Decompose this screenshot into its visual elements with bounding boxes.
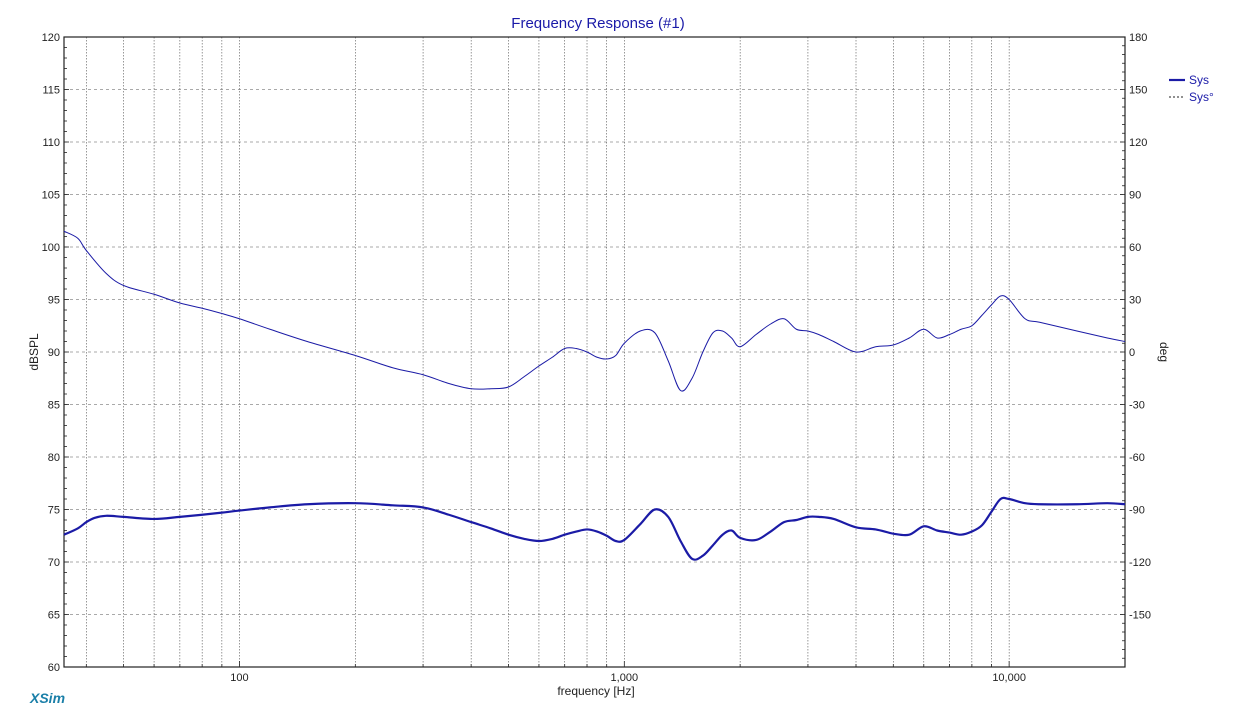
legend-label: Sys° bbox=[1189, 90, 1214, 104]
y2-tick-label: 60 bbox=[1129, 242, 1141, 254]
grid-layer bbox=[64, 37, 1125, 667]
legend: Sys Sys° bbox=[1169, 73, 1214, 104]
y-tick-label: 60 bbox=[48, 662, 60, 674]
y2-tick-label: -150 bbox=[1129, 610, 1151, 622]
y-tick-label: 90 bbox=[48, 347, 60, 359]
chart-title: Frequency Response (#1) bbox=[511, 15, 684, 32]
y-tick-label: 115 bbox=[42, 85, 60, 97]
brand-logo: XSim bbox=[29, 690, 65, 706]
y2-tick-label: 0 bbox=[1129, 347, 1135, 359]
y2-tick-label: 180 bbox=[1129, 32, 1147, 44]
y-tick-label: 70 bbox=[48, 557, 60, 569]
y2-tick-label: 30 bbox=[1129, 295, 1141, 307]
y2-tick-label: 150 bbox=[1129, 85, 1147, 97]
sys-phase-line bbox=[63, 230, 1126, 392]
y-tick-label: 120 bbox=[42, 32, 60, 44]
y-tick-label: 85 bbox=[48, 400, 60, 412]
y-tick-label: 105 bbox=[42, 190, 60, 202]
sys-spl-line bbox=[63, 496, 1126, 561]
y2-tick-label: -90 bbox=[1129, 505, 1145, 517]
y2-tick-label: -120 bbox=[1129, 557, 1151, 569]
y-tick-label: 65 bbox=[48, 610, 60, 622]
x-tick-label: 10,000 bbox=[992, 672, 1026, 684]
x-axis-title: frequency [Hz] bbox=[557, 684, 634, 698]
y-tick-label: 100 bbox=[42, 242, 60, 254]
x-tick-label: 1,000 bbox=[611, 672, 639, 684]
y2-tick-label: 90 bbox=[1129, 190, 1141, 202]
y-tick-label: 80 bbox=[48, 452, 60, 464]
y-tick-label: 110 bbox=[42, 137, 60, 149]
ticks-layer: 120 115 110 105 100 95 90 85 80 75 70 65 60 180 150 120… bbox=[42, 32, 1151, 684]
x-tick-label: 100 bbox=[230, 672, 248, 684]
y2-tick-label: -60 bbox=[1129, 452, 1145, 464]
y-tick-label: 95 bbox=[48, 295, 60, 307]
series-layer bbox=[63, 230, 1126, 561]
y2-tick-label: -30 bbox=[1129, 400, 1145, 412]
legend-label: Sys bbox=[1189, 73, 1209, 87]
y-tick-label: 75 bbox=[48, 505, 60, 517]
y2-tick-label: 120 bbox=[1129, 137, 1147, 149]
y-axis-title: dBSPL bbox=[27, 333, 41, 371]
y2-axis-title: deg bbox=[1157, 342, 1171, 362]
